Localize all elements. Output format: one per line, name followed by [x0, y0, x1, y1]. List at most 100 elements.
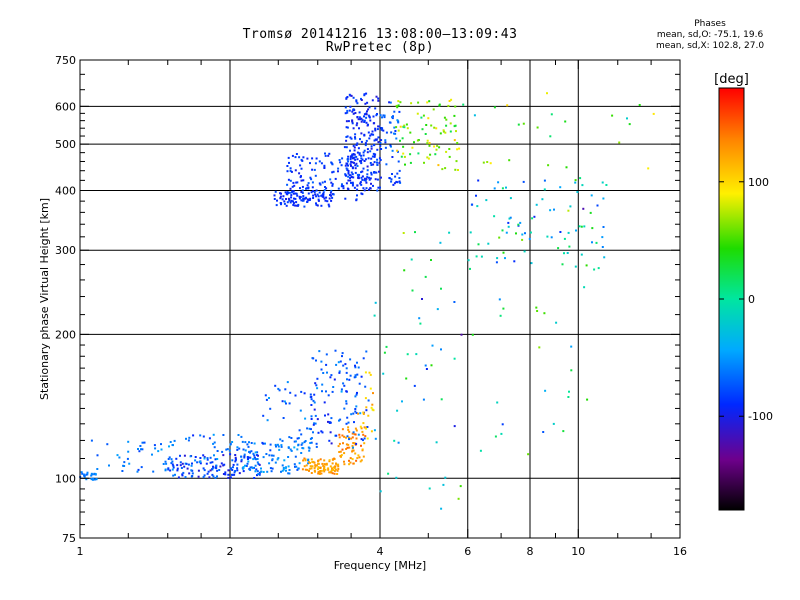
data-point [333, 470, 336, 472]
data-point [378, 161, 381, 164]
data-point [361, 193, 364, 196]
data-point [347, 179, 350, 182]
data-point [356, 188, 359, 191]
data-point [480, 255, 483, 258]
data-point [354, 410, 357, 413]
data-point [314, 382, 317, 385]
data-point [580, 253, 583, 256]
data-point [281, 198, 284, 201]
data-point [306, 468, 309, 471]
data-point [368, 371, 371, 374]
data-point [214, 476, 217, 479]
data-point [411, 146, 414, 149]
data-point [175, 457, 178, 460]
data-point [254, 464, 257, 467]
data-point [169, 469, 172, 472]
data-point [298, 462, 301, 465]
data-point [285, 198, 287, 200]
data-point [365, 177, 368, 180]
data-point [376, 163, 379, 166]
data-point [344, 164, 347, 167]
data-point [317, 470, 320, 473]
data-point [349, 358, 352, 361]
data-point [364, 158, 367, 161]
data-point [250, 442, 253, 444]
data-point [369, 177, 372, 180]
data-point [290, 449, 293, 452]
data-point [363, 113, 366, 116]
data-point [330, 199, 333, 202]
data-point [301, 185, 304, 188]
data-point [348, 109, 351, 112]
data-point [270, 454, 273, 457]
data-point [543, 188, 546, 191]
data-point [191, 472, 194, 475]
data-point [377, 186, 380, 189]
data-point [92, 478, 94, 481]
data-point [286, 165, 289, 167]
data-point [365, 181, 368, 184]
data-point [231, 473, 234, 476]
data-point [376, 189, 379, 192]
data-point [288, 469, 291, 471]
data-point [316, 387, 319, 390]
data-point [354, 374, 357, 377]
data-point [336, 469, 339, 472]
data-point [345, 174, 347, 177]
data-point [362, 455, 365, 458]
data-point [300, 179, 303, 182]
data-point [335, 462, 337, 465]
data-point [171, 460, 174, 463]
data-point [222, 454, 225, 457]
data-point [565, 166, 568, 169]
data-point [269, 449, 272, 452]
data-point [344, 197, 347, 200]
data-point [513, 260, 516, 263]
data-point [173, 439, 176, 442]
data-point [298, 429, 301, 432]
data-point [185, 437, 187, 440]
data-point [343, 407, 346, 410]
data-point [290, 199, 293, 202]
data-point [368, 176, 370, 179]
data-point [352, 462, 355, 465]
data-point [356, 142, 359, 145]
data-point [340, 388, 343, 391]
data-point [507, 225, 510, 228]
data-point [327, 413, 330, 416]
data-point [282, 195, 285, 198]
data-point [378, 170, 380, 173]
data-point [426, 156, 429, 159]
data-point [432, 108, 435, 111]
data-point [265, 453, 268, 455]
colorbar-tick-label: -100 [748, 410, 773, 423]
data-point [522, 122, 525, 125]
data-point [328, 439, 331, 442]
data-point [205, 462, 208, 465]
data-point [601, 246, 604, 248]
data-point [324, 468, 327, 471]
data-point [409, 131, 412, 134]
data-point [360, 120, 363, 123]
data-point [330, 469, 333, 472]
data-point [329, 191, 332, 194]
data-point [169, 441, 172, 443]
data-point [346, 378, 348, 381]
data-point [162, 463, 165, 465]
data-point [179, 454, 181, 457]
data-point [318, 160, 321, 163]
data-point [347, 120, 350, 123]
data-point [301, 442, 304, 445]
data-point [371, 130, 374, 133]
data-point [388, 177, 391, 179]
data-point [337, 465, 340, 468]
data-point [360, 176, 363, 179]
data-point [413, 141, 415, 144]
data-point [194, 456, 197, 458]
data-point [326, 371, 328, 374]
data-point [495, 261, 498, 264]
data-point [181, 474, 184, 477]
data-point [347, 175, 350, 178]
data-point [346, 446, 349, 449]
data-point [212, 433, 215, 436]
